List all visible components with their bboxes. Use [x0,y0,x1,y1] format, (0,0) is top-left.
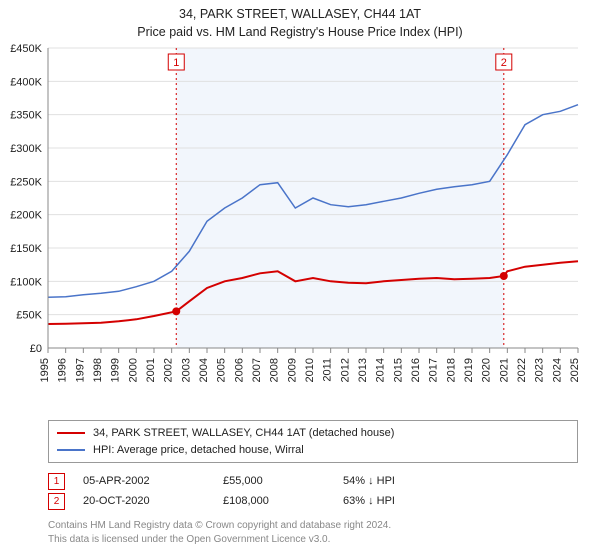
svg-text:£450K: £450K [10,43,42,55]
svg-text:2006: 2006 [233,358,245,382]
footnote-line-1: Contains HM Land Registry data © Crown c… [48,519,578,533]
title-line-1: 34, PARK STREET, WALLASEY, CH44 1AT [0,6,600,24]
svg-text:1999: 1999 [110,358,122,382]
title-line-2: Price paid vs. HM Land Registry's House … [0,24,600,42]
svg-text:2023: 2023 [534,358,546,382]
svg-text:£400K: £400K [10,76,42,88]
svg-text:2004: 2004 [198,358,210,382]
svg-text:2024: 2024 [551,358,563,382]
svg-text:£150K: £150K [10,243,42,255]
svg-text:2002: 2002 [163,358,175,382]
svg-text:2001: 2001 [145,358,157,382]
marker-row: 1 05-APR-2002£55,00054% ↓ HPI [48,471,578,491]
svg-text:£200K: £200K [10,210,42,222]
marker-price: £108,000 [223,495,343,507]
svg-text:2003: 2003 [180,358,192,382]
svg-text:2005: 2005 [216,358,228,382]
svg-text:1996: 1996 [57,358,69,382]
legend-block: 34, PARK STREET, WALLASEY, CH44 1AT (det… [48,420,578,546]
marker-pct: 63% ↓ HPI [343,495,463,507]
svg-text:2011: 2011 [322,358,334,382]
svg-text:2000: 2000 [127,358,139,382]
svg-text:2019: 2019 [463,358,475,382]
svg-text:1998: 1998 [92,358,104,382]
svg-text:2016: 2016 [410,358,422,382]
legend-series-row: 34, PARK STREET, WALLASEY, CH44 1AT (det… [57,425,569,442]
svg-text:2017: 2017 [428,358,440,382]
chart-container: 34, PARK STREET, WALLASEY, CH44 1AT Pric… [0,0,600,560]
marker-number-box: 2 [48,493,65,510]
marker-date: 20-OCT-2020 [83,495,223,507]
svg-text:2: 2 [501,57,507,69]
svg-text:2018: 2018 [445,358,457,382]
legend-series-row: HPI: Average price, detached house, Wirr… [57,442,569,459]
svg-text:£250K: £250K [10,176,42,188]
legend-color-swatch [57,449,85,451]
price-chart: £0£50K£100K£150K£200K£250K£300K£350K£400… [48,48,578,388]
marker-price: £55,000 [223,475,343,487]
svg-text:2009: 2009 [286,358,298,382]
svg-text:1995: 1995 [39,358,51,382]
legend-series-label: HPI: Average price, detached house, Wirr… [93,442,304,459]
marker-row: 2 20-OCT-2020£108,00063% ↓ HPI [48,491,578,511]
legend-color-swatch [57,432,85,434]
svg-text:2008: 2008 [269,358,281,382]
svg-text:£0: £0 [30,343,42,355]
series-legend: 34, PARK STREET, WALLASEY, CH44 1AT (det… [48,420,578,463]
svg-text:2025: 2025 [569,358,581,382]
svg-text:2021: 2021 [498,358,510,382]
svg-text:2012: 2012 [339,358,351,382]
marker-table: 1 05-APR-2002£55,00054% ↓ HPI 2 20-OCT-2020… [48,471,578,511]
svg-text:2013: 2013 [357,358,369,382]
svg-text:£50K: £50K [16,310,42,322]
svg-text:£350K: £350K [10,110,42,122]
marker-number-box: 1 [48,473,65,490]
footnote: Contains HM Land Registry data © Crown c… [48,519,578,546]
marker-pct: 54% ↓ HPI [343,475,463,487]
footnote-line-2: This data is licensed under the Open Gov… [48,533,578,547]
svg-text:2022: 2022 [516,358,528,382]
svg-text:£300K: £300K [10,143,42,155]
svg-text:2010: 2010 [304,358,316,382]
svg-text:1: 1 [173,57,179,69]
title-block: 34, PARK STREET, WALLASEY, CH44 1AT Pric… [0,0,600,41]
svg-text:2020: 2020 [481,358,493,382]
svg-text:1997: 1997 [74,358,86,382]
svg-text:2007: 2007 [251,358,263,382]
marker-date: 05-APR-2002 [83,475,223,487]
svg-text:2014: 2014 [375,358,387,382]
svg-text:£100K: £100K [10,276,42,288]
legend-series-label: 34, PARK STREET, WALLASEY, CH44 1AT (det… [93,425,394,442]
svg-text:2015: 2015 [392,358,404,382]
